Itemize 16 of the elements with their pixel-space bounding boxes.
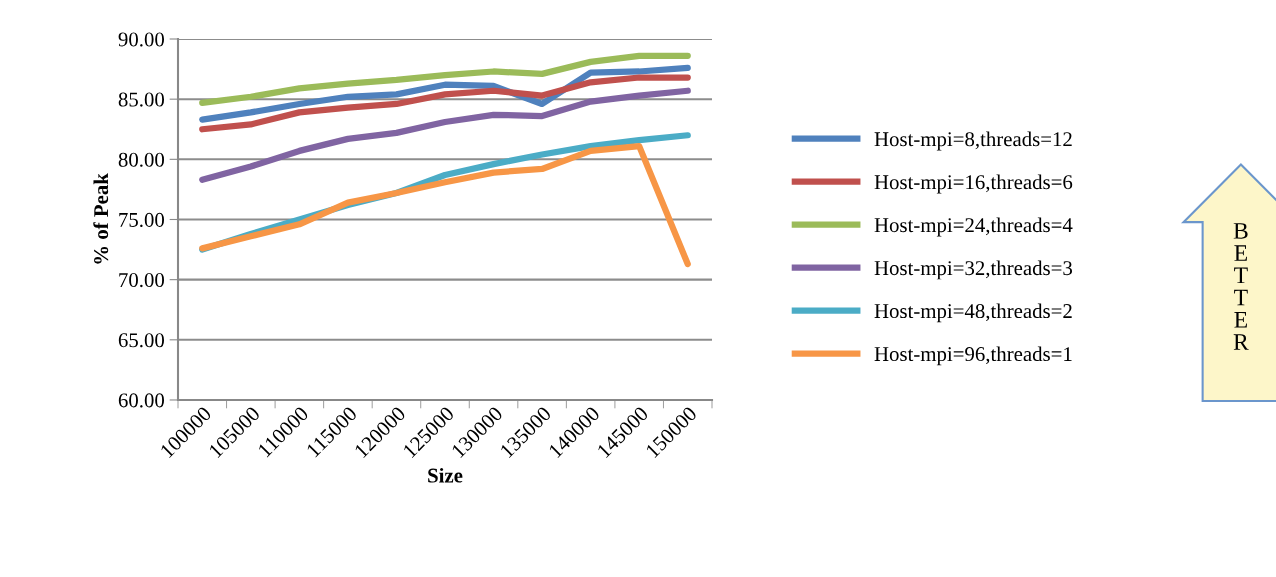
y-tick-label: 65.00 bbox=[118, 333, 165, 348]
legend-label: Host-mpi=16,threads=6 bbox=[874, 174, 1073, 194]
text: BETTER bbox=[1233, 223, 1249, 350]
x-axis-title: Size bbox=[428, 467, 463, 483]
legend-label: Host-mpi=24,threads=4 bbox=[874, 217, 1073, 237]
legend-label: Host-mpi=8,threads=12 bbox=[874, 131, 1072, 151]
y-tick-label: 85.00 bbox=[118, 92, 165, 107]
y-axis-title: % of Peak bbox=[93, 173, 109, 264]
y-tick-label: 60.00 bbox=[118, 393, 165, 408]
legend-label: Host-mpi=48,threads=2 bbox=[874, 303, 1072, 323]
y-tick-label: 75.00 bbox=[119, 212, 165, 228]
y-tick-label: 90.00 bbox=[118, 32, 165, 47]
y-tick-label: 80.00 bbox=[118, 152, 165, 167]
y-tick-label: 70.00 bbox=[119, 273, 165, 288]
legend-label: Host-mpi=32,threads=3 bbox=[874, 260, 1073, 280]
legend-label: Host-mpi=96,threads=1 bbox=[874, 346, 1072, 366]
